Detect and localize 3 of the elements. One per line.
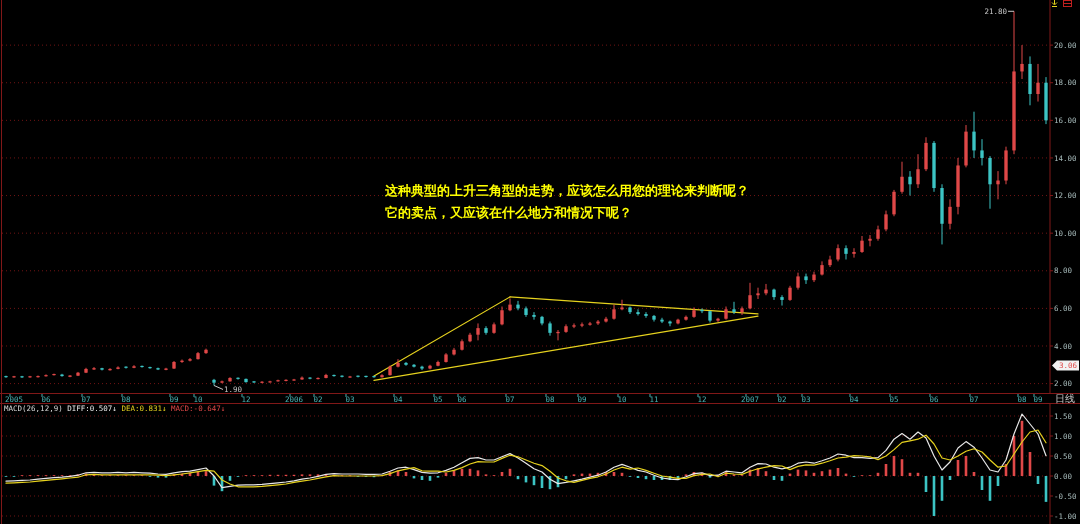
x-axis-title: 日线 xyxy=(1055,393,1075,404)
annotation: 它的卖点，又应该在什么地方和情况下呢？ xyxy=(385,205,632,220)
annotation: 这种典型的上升三角型的走势，应该怎么用您的理论来判断呢？ xyxy=(384,183,749,198)
